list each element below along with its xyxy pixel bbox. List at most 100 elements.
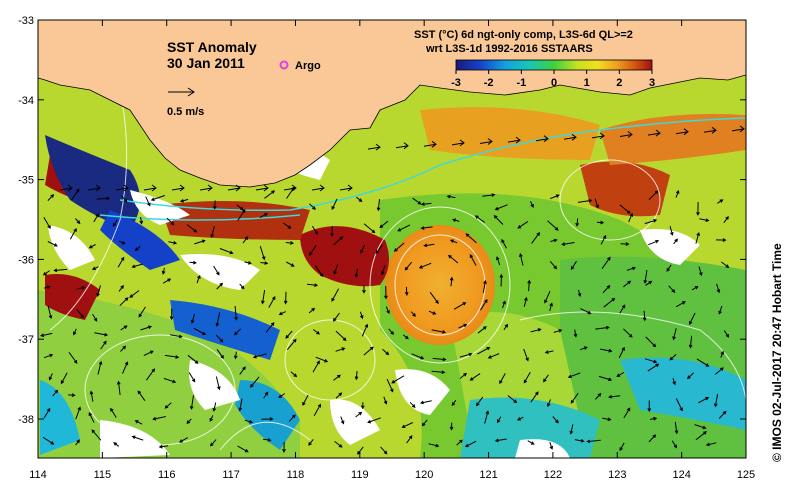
- current-vector-arrow: [244, 419, 254, 424]
- current-vector-arrow: [718, 305, 723, 315]
- current-vector-arrow: [150, 195, 165, 201]
- current-vector-arrow: [451, 218, 460, 222]
- current-vector-arrow: [645, 336, 657, 348]
- current-vector-arrow: [308, 439, 314, 446]
- current-vector-arrow: [186, 224, 198, 233]
- current-vector-arrow: [423, 140, 437, 148]
- current-vector-arrow: [43, 216, 51, 229]
- current-vector-arrow: [647, 400, 652, 413]
- current-vector-arrow: [695, 431, 707, 441]
- current-vector-arrow: [97, 360, 103, 375]
- current-vector-arrow: [333, 374, 341, 381]
- current-vector-arrow: [723, 215, 729, 223]
- current-vector-arrow: [596, 220, 605, 225]
- product-line-1: SST (°C) 6d ngt-only comp, L3S-6d QL>=2: [414, 29, 633, 41]
- current-vector-arrow: [278, 311, 287, 316]
- current-vector-arrow: [286, 338, 297, 351]
- current-vector-arrow: [527, 279, 532, 292]
- current-vector-arrow: [432, 357, 447, 362]
- current-vector-arrow: [668, 285, 676, 293]
- current-vector-arrow: [59, 184, 73, 192]
- current-vector-arrow: [496, 256, 501, 266]
- current-vector-arrow: [459, 352, 473, 358]
- current-vector-arrow: [311, 225, 318, 235]
- current-vector-arrow: [602, 285, 611, 294]
- current-vector-arrow: [152, 416, 166, 421]
- current-vector-arrow: [261, 417, 274, 421]
- current-vector-arrow: [359, 311, 364, 320]
- current-vector-arrow: [718, 410, 727, 419]
- current-vector-arrow: [227, 184, 241, 192]
- current-vector-arrow: [263, 438, 272, 442]
- current-vector-arrow: [252, 353, 267, 359]
- lat-tick-label: -38: [18, 414, 34, 426]
- current-vector-arrow: [375, 244, 383, 255]
- current-vector-arrow: [259, 213, 269, 219]
- current-vector-arrow: [475, 396, 484, 407]
- current-vector-arrow: [501, 238, 507, 249]
- current-vector-arrow: [112, 219, 118, 227]
- current-vector-arrow: [543, 374, 549, 383]
- current-vector-arrow: [60, 372, 68, 385]
- current-vector-arrow: [88, 412, 95, 423]
- current-vector-arrow: [285, 330, 293, 339]
- current-vector-arrow: [312, 360, 320, 373]
- current-vector-arrow: [285, 241, 295, 245]
- current-vector-arrow: [169, 308, 174, 321]
- current-vector-arrow: [239, 366, 246, 375]
- current-vector-arrow: [418, 262, 432, 269]
- current-vector-arrow: [129, 290, 140, 298]
- current-vector-arrow: [309, 203, 316, 210]
- current-vector-arrow: [404, 286, 409, 296]
- current-vector-arrow: [216, 349, 224, 359]
- current-vector-arrow: [411, 353, 425, 360]
- current-vector-arrow: [482, 279, 487, 293]
- current-vector-arrow: [131, 263, 143, 269]
- current-vector-arrow: [619, 204, 631, 214]
- colorbar-tick-label: -3: [451, 77, 461, 89]
- current-vector-arrow: [447, 254, 459, 264]
- current-vector-arrow: [335, 330, 347, 341]
- current-vector-arrow: [75, 439, 80, 446]
- current-vector-arrow: [493, 214, 504, 225]
- current-vector-arrow: [237, 445, 249, 453]
- current-vector-arrow: [363, 223, 376, 234]
- current-vector-arrow: [428, 443, 440, 448]
- current-vector-arrow: [717, 199, 724, 204]
- current-vector-arrow: [496, 416, 502, 424]
- current-vector-arrow: [595, 325, 610, 330]
- lon-tick-label: 116: [158, 469, 176, 481]
- current-vector-arrow: [393, 242, 405, 252]
- current-vector-arrow: [68, 352, 78, 364]
- current-vector-arrow: [459, 372, 467, 379]
- current-vector-arrow: [376, 199, 381, 212]
- current-vector-arrow: [477, 326, 487, 334]
- current-vector-arrow: [516, 416, 524, 421]
- current-vector-arrow: [238, 398, 243, 412]
- current-vector-arrow: [264, 190, 276, 199]
- current-vector-arrow: [586, 439, 601, 444]
- lat-tick-label: -33: [18, 15, 34, 27]
- current-vector-arrow: [386, 378, 394, 393]
- current-vector-arrow: [713, 394, 719, 408]
- current-vector-arrow: [602, 417, 612, 422]
- current-vector-arrow: [331, 288, 340, 302]
- current-vector-arrow: [161, 267, 166, 275]
- current-vector-arrow: [591, 132, 605, 140]
- current-vector-arrow: [332, 312, 340, 322]
- current-vector-arrow: [89, 390, 94, 402]
- current-vector-arrow: [507, 136, 521, 144]
- current-vector-arrow: [469, 253, 477, 266]
- current-vector-arrow: [412, 197, 422, 205]
- current-vector-arrow: [73, 328, 77, 336]
- current-vector-arrow: [143, 184, 157, 192]
- current-vector-arrow: [40, 332, 53, 338]
- current-vector-arrow: [666, 264, 672, 272]
- current-vector-arrow: [42, 270, 50, 276]
- current-vector-arrow: [278, 393, 286, 398]
- current-vector-arrow: [686, 372, 695, 380]
- current-vector-arrow: [694, 424, 707, 430]
- current-vector-arrow: [43, 285, 51, 290]
- current-vector-arrow: [650, 416, 658, 421]
